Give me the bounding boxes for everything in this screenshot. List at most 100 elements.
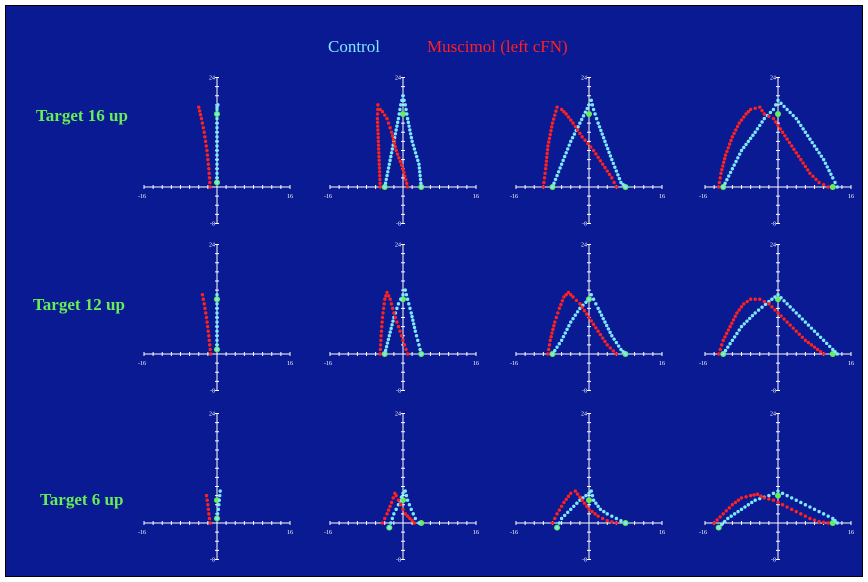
control-point-r1c3-38	[831, 347, 835, 352]
muscimol-point-r2c3-29	[826, 521, 830, 525]
muscimol-point-r0c3-2	[718, 176, 722, 180]
control-point-r1c2-26	[606, 327, 611, 331]
muscimol-point-r1c3-6	[726, 328, 731, 332]
muscimol-point-r1c1-17	[389, 302, 394, 306]
muscimol-point-r1c1-2	[378, 343, 383, 347]
muscimol-point-r0c2-5	[544, 163, 548, 167]
muscimol-point-r0c1-0	[378, 185, 382, 189]
control-point-r1c3-32	[812, 329, 817, 333]
target-dot-r2c2-1	[586, 497, 592, 504]
x-max-label-r1c0: 16	[287, 361, 293, 367]
muscimol-point-r1c1-13	[384, 294, 388, 298]
y-max-label-r0c3: 24	[770, 76, 776, 82]
control-point-r1c3-31	[809, 326, 814, 330]
muscimol-point-r0c2-29	[578, 131, 582, 136]
control-point-r0c2-21	[585, 106, 589, 111]
muscimol-point-r0c3-37	[792, 147, 796, 152]
control-point-r0c2-42	[616, 173, 620, 177]
y-min-label-r2c0: -8	[210, 558, 215, 564]
control-point-r0c3-37	[808, 137, 812, 141]
control-point-r0c3-13	[746, 139, 751, 144]
x-max-label-r1c1: 16	[473, 361, 479, 367]
control-point-r2c0-6	[218, 489, 222, 493]
control-point-r1c2-18	[591, 297, 596, 301]
control-point-r0c3-40	[815, 147, 819, 152]
control-point-r0c3-43	[821, 157, 826, 162]
muscimol-point-r1c2-14	[562, 295, 566, 299]
muscimol-point-r2c2-10	[575, 492, 580, 496]
muscimol-point-r1c1-18	[390, 306, 395, 311]
muscimol-point-r1c3-29	[794, 329, 798, 333]
control-point-r2c1-10	[404, 493, 409, 498]
control-point-r0c1-18	[396, 116, 401, 121]
y-max-label-r1c1: 24	[395, 243, 401, 249]
control-point-r2c3-19	[789, 496, 794, 500]
control-point-r0c1-29	[406, 120, 411, 125]
muscimol-point-r2c3-13	[755, 492, 760, 496]
muscimol-point-r1c3-16	[748, 297, 753, 301]
control-point-r1c3-6	[735, 331, 739, 336]
muscimol-point-r0c2-24	[566, 115, 571, 119]
muscimol-point-r0c3-4	[720, 167, 724, 172]
control-point-r2c3-23	[808, 505, 812, 509]
control-point-r1c2-19	[594, 302, 598, 306]
control-point-r0c1-20	[398, 107, 402, 112]
muscimol-point-r0c2-16	[550, 121, 555, 125]
control-point-r1c0-8	[215, 311, 219, 315]
muscimol-point-r1c2-19	[574, 298, 579, 303]
control-point-r1c3-37	[828, 344, 832, 349]
muscimol-point-r0c2-39	[603, 165, 607, 170]
muscimol-point-r1c3-23	[776, 311, 780, 315]
control-point-r0c2-36	[607, 150, 611, 155]
control-point-r1c3-20	[776, 292, 780, 297]
x-min-label-r0c0: -16	[138, 194, 146, 200]
muscimol-point-r2c2-18	[596, 514, 600, 518]
control-point-r0c2-25	[591, 107, 596, 112]
muscimol-point-r1c1-10	[381, 306, 386, 311]
control-point-r2c2-17	[598, 507, 603, 512]
muscimol-point-r0c1-43	[405, 185, 410, 189]
control-point-r1c0-6	[215, 320, 219, 324]
row-label-target-12-up: Target 12 up	[33, 295, 125, 314]
control-point-r0c3-3	[727, 174, 731, 178]
muscimol-point-r1c2-12	[559, 302, 563, 307]
control-point-r0c3-27	[782, 104, 786, 109]
control-point-r1c1-22	[410, 314, 414, 319]
muscimol-point-r0c3-33	[783, 133, 787, 138]
control-point-r0c3-30	[791, 113, 795, 118]
muscimol-point-r1c2-8	[553, 320, 557, 324]
control-point-r2c3-27	[826, 514, 830, 518]
muscimol-point-r1c3-27	[788, 323, 792, 327]
muscimol-point-r1c2-11	[557, 306, 562, 311]
control-point-r1c3-14	[756, 308, 761, 312]
muscimol-point-r1c2-7	[552, 324, 556, 328]
muscimol-point-r2c1-2	[385, 512, 389, 516]
muscimol-point-r1c3-25	[782, 317, 786, 321]
control-point-r0c2-39	[611, 161, 616, 166]
trajectory-plots: -16 16 24 -8 -16 16 24 -8 -16 16 24 -8 -16 16 24 -8 -16 1…	[138, 76, 854, 564]
control-point-r2c3-22	[803, 503, 808, 507]
control-point-r1c1-30	[418, 347, 422, 352]
control-point-r0c2-30	[599, 128, 603, 133]
muscimol-point-r1c1-4	[379, 334, 383, 338]
muscimol-point-r1c1-12	[383, 297, 387, 301]
control-point-r2c0-4	[217, 498, 221, 502]
control-point-r0c2-14	[572, 132, 577, 136]
control-point-r1c1-25	[412, 325, 417, 330]
control-point-r0c2-22	[587, 103, 591, 107]
muscimol-point-r1c3-35	[812, 345, 817, 349]
muscimol-point-r0c0-10	[203, 139, 208, 144]
control-point-r0c0-11	[215, 130, 219, 134]
control-point-r1c3-9	[742, 322, 746, 326]
slide-background: Control Muscimol (left cFN) Target 16 up…	[5, 5, 863, 577]
control-point-r0c1-16	[395, 124, 399, 128]
control-point-r1c2-2	[555, 345, 559, 349]
control-point-r1c2-9	[569, 320, 573, 324]
muscimol-point-r0c2-33	[589, 145, 593, 149]
control-point-r1c3-30	[806, 323, 811, 327]
muscimol-point-r0c0-6	[206, 157, 210, 162]
muscimol-point-r1c1-9	[381, 311, 385, 315]
muscimol-point-r1c1-1	[378, 347, 383, 352]
control-point-r1c2-22	[599, 313, 604, 317]
muscimol-point-r1c2-0	[546, 352, 550, 356]
